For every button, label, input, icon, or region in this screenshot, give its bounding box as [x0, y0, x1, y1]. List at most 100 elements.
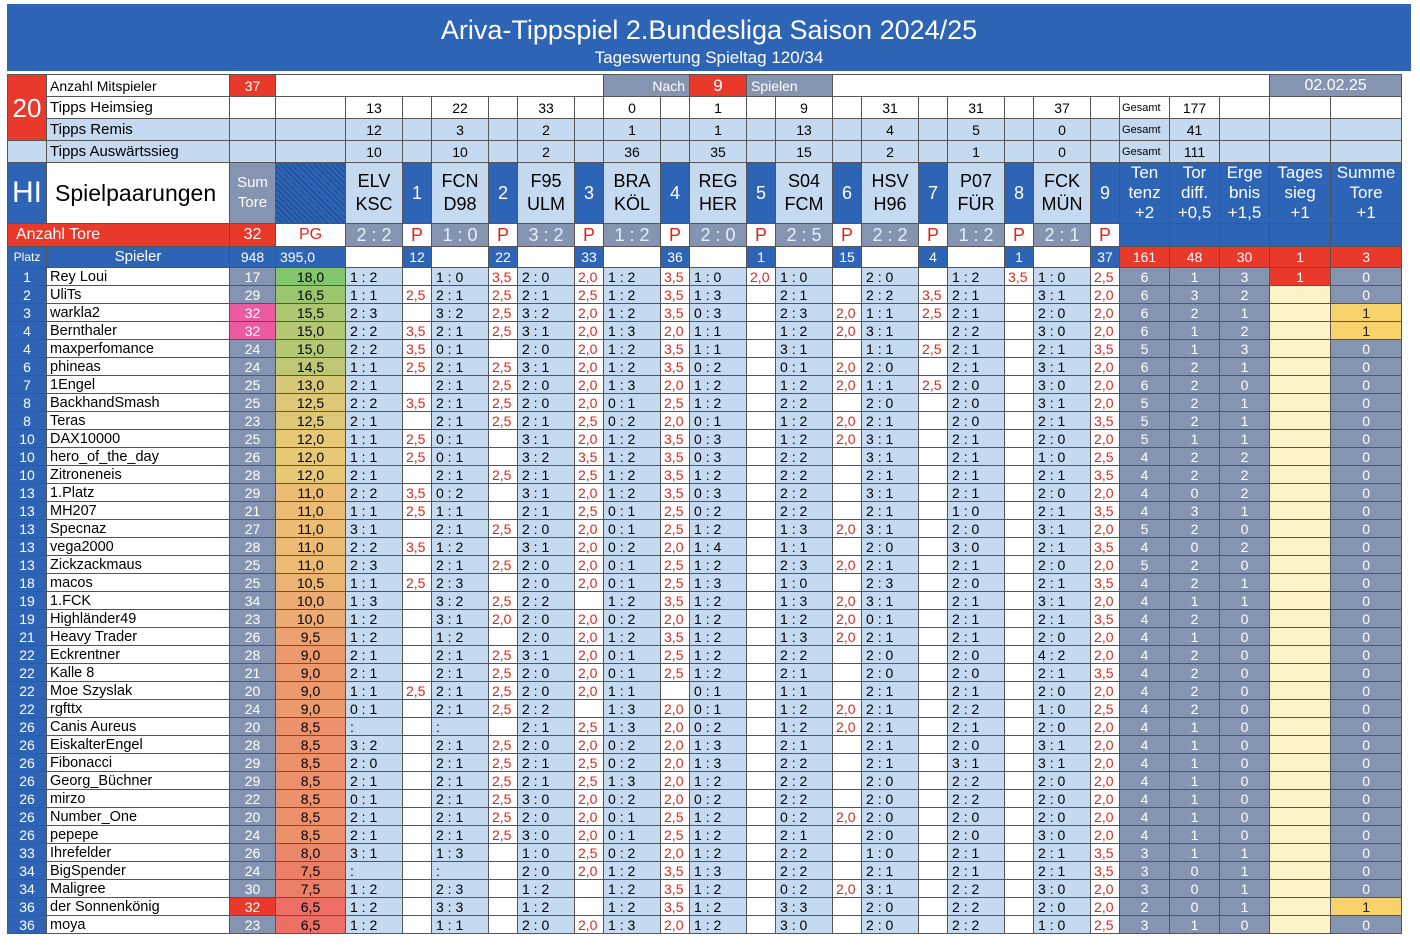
player-tip-points	[488, 627, 518, 646]
player-tagessieg	[1269, 825, 1332, 844]
player-name: BackhandSmash	[46, 393, 230, 412]
player-tip: 2 : 1	[861, 411, 920, 430]
player-tip: 0 : 3	[689, 303, 748, 322]
player-tip-points: 2,5	[660, 573, 691, 592]
empty-cell	[7, 140, 47, 163]
player-tordiff: 2	[1169, 555, 1221, 574]
p-label: P	[402, 223, 432, 247]
player-summe: 0	[1330, 267, 1403, 286]
player-tip-points: 2,0	[660, 843, 691, 862]
player-tip-points: 2,5	[660, 645, 691, 664]
player-rank: 3	[7, 303, 47, 322]
player-tip-points: 2,0	[1090, 681, 1121, 700]
player-tip-points: 3,5	[1090, 537, 1121, 556]
player-tip-points	[746, 825, 777, 844]
player-tordiff: 1	[1169, 789, 1221, 808]
player-tip: 1 : 2	[775, 411, 834, 430]
player-points: 11,0	[275, 501, 346, 520]
player-tip-points	[918, 645, 949, 664]
player-summe: 0	[1330, 429, 1403, 448]
player-tore: 29	[229, 285, 276, 304]
tipps-ausw-count: 0	[1033, 140, 1092, 163]
player-tenz: 4	[1119, 717, 1171, 736]
player-tordiff: 2	[1169, 465, 1221, 484]
p-label: P	[832, 223, 863, 247]
player-tip: 2 : 1	[345, 771, 403, 790]
player-tip-points	[918, 807, 949, 826]
player-tordiff: 1	[1169, 321, 1221, 340]
match-header-2: FCN D98	[431, 162, 489, 224]
player-tip-points	[918, 681, 949, 700]
player-tore: 25	[229, 375, 276, 394]
away-team: FÜR	[957, 194, 995, 214]
player-tagessieg	[1269, 717, 1332, 736]
player-tip-points	[402, 843, 432, 862]
player-tip-points	[832, 663, 863, 682]
player-summe: 0	[1330, 501, 1403, 520]
player-tip-points: 2,0	[832, 879, 863, 898]
player-tore: 34	[229, 591, 276, 610]
player-tip-points: 2,0	[832, 555, 863, 574]
player-tip-points: 2,5	[573, 501, 605, 520]
player-tip: 1 : 2	[603, 357, 662, 376]
player-summe: 0	[1330, 645, 1403, 664]
player-tore: 23	[229, 915, 276, 934]
player-rank: 26	[7, 735, 47, 754]
player-tore: 25	[229, 555, 276, 574]
player-tip-points: 3,5	[1090, 573, 1121, 592]
player-tip-points	[746, 411, 777, 430]
player-tip-points: 2,5	[488, 411, 518, 430]
p-label: P	[1004, 223, 1035, 247]
player-tip: 0 : 2	[775, 807, 834, 826]
player-tip: 2 : 0	[947, 645, 1006, 664]
player-name: Heavy Trader	[46, 627, 230, 646]
player-tip-points	[402, 699, 432, 718]
player-tip-points	[402, 627, 432, 646]
tipps-ausw-label: Tipps Auswärtssieg	[46, 140, 230, 163]
player-tip: 2 : 1	[947, 843, 1006, 862]
player-tip-points	[402, 609, 432, 628]
match-number: 5	[746, 162, 777, 224]
player-erg: 1	[1219, 501, 1271, 520]
player-summe: 0	[1330, 717, 1403, 736]
player-tip-points: 2,5	[488, 303, 518, 322]
player-rank: 22	[7, 699, 47, 718]
player-tip-points	[746, 915, 777, 934]
player-tenz: 5	[1119, 411, 1171, 430]
player-summe: 0	[1330, 555, 1403, 574]
player-tip: 1 : 2	[689, 879, 748, 898]
player-tip: 2 : 1	[947, 303, 1006, 322]
player-tip: 2 : 1	[947, 555, 1006, 574]
player-tip-points	[918, 447, 949, 466]
player-tip: 1 : 1	[861, 375, 920, 394]
tipps-heim-count: 1	[689, 96, 748, 119]
player-tordiff: 3	[1169, 501, 1221, 520]
player-tip: 2 : 0	[1033, 555, 1092, 574]
player-tordiff: 1	[1169, 627, 1221, 646]
player-rank: 26	[7, 753, 47, 772]
player-tenz: 2	[1119, 897, 1171, 916]
player-tagessieg	[1269, 303, 1332, 322]
player-tenz: 6	[1119, 267, 1171, 286]
player-tip: 1 : 1	[689, 321, 748, 340]
player-tip: 1 : 0	[775, 573, 834, 592]
player-tip-points	[1004, 645, 1035, 664]
player-erg: 1	[1219, 879, 1271, 898]
total-erg: 30	[1219, 246, 1271, 268]
match-result: 2 : 1	[1033, 223, 1092, 247]
player-summe: 0	[1330, 537, 1403, 556]
player-tip-points: 2,0	[832, 303, 863, 322]
total-summe: 3	[1330, 246, 1403, 268]
player-tip-points	[832, 339, 863, 358]
player-tip: 0 : 3	[689, 429, 748, 448]
player-tip-points: 2,0	[573, 915, 605, 934]
empty-cell	[431, 246, 489, 268]
player-tip-points	[918, 555, 949, 574]
home-team: S04	[788, 171, 821, 191]
player-tip: 2 : 1	[947, 429, 1006, 448]
match-number: 3	[573, 162, 605, 224]
player-tip-points	[746, 861, 777, 880]
player-tip: 3 : 0	[1033, 879, 1092, 898]
player-tip-points	[918, 861, 949, 880]
